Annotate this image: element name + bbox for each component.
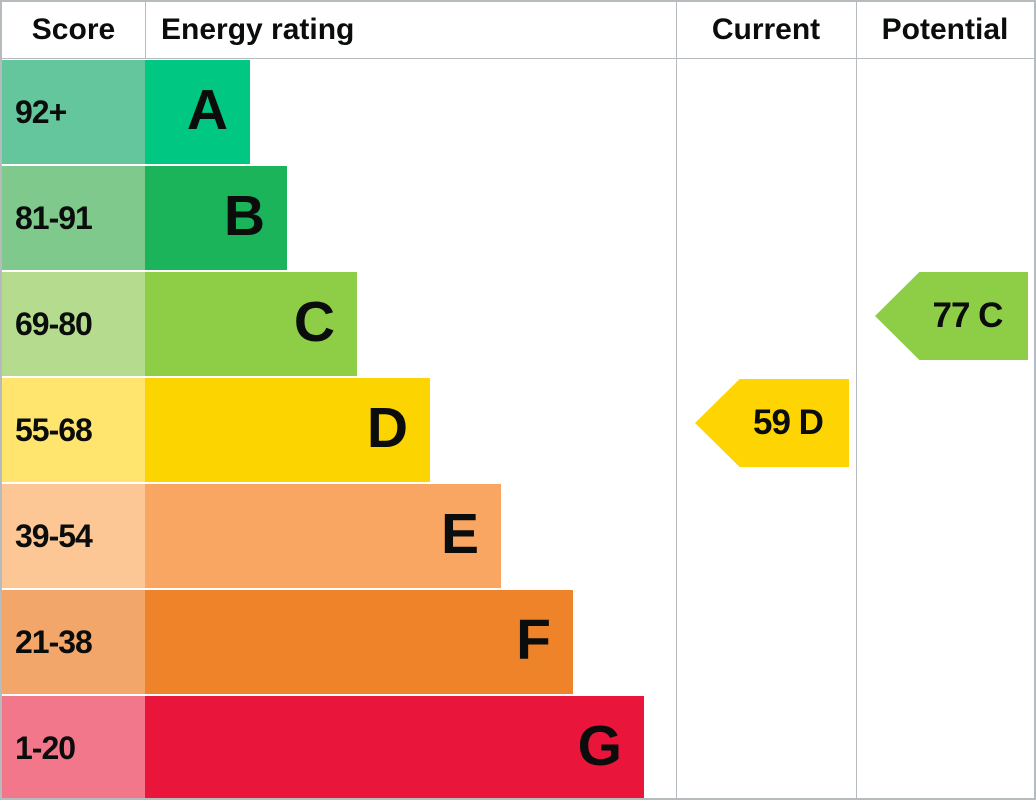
rating-bar-b: B (145, 166, 287, 270)
rating-bar-e: E (145, 484, 501, 588)
column-header-energy-rating: Energy rating (161, 13, 355, 46)
current-rating-label: 59 D (753, 403, 824, 442)
current-column-divider (676, 2, 677, 798)
epc-row-b: 81-91 B (2, 166, 1034, 270)
epc-row-a: 92+ A (2, 60, 1034, 164)
score-range-d: 55-68 (2, 378, 145, 482)
epc-row-d: 55-68 D (2, 378, 1034, 482)
score-range-g: 1-20 (2, 696, 145, 798)
rating-letter-g: G (577, 713, 622, 778)
rating-letter-d: D (366, 395, 408, 460)
score-range-e: 39-54 (2, 484, 145, 588)
potential-rating-label: 77 C (932, 296, 1004, 335)
potential-column-divider (856, 2, 857, 798)
column-header-potential: Potential (881, 13, 1009, 46)
score-range-b: 81-91 (2, 166, 145, 270)
score-column-divider (145, 2, 146, 58)
score-range-c: 69-80 (2, 272, 145, 376)
rating-bar-f: F (145, 590, 573, 694)
column-header-score: Score (31, 13, 116, 46)
header-divider-line (2, 58, 1034, 59)
rating-bar-d: D (145, 378, 430, 482)
rating-letter-b: B (223, 183, 265, 248)
epc-row-e: 39-54 E (2, 484, 1034, 588)
rating-bar-g: G (145, 696, 644, 798)
rating-letter-e: E (440, 501, 479, 566)
rating-letter-f: F (516, 607, 551, 672)
rating-bar-a: A (145, 60, 250, 164)
epc-row-f: 21-38 F (2, 590, 1034, 694)
rating-letter-c: C (293, 289, 335, 354)
score-range-f: 21-38 (2, 590, 145, 694)
score-range-a: 92+ (2, 60, 145, 164)
epc-row-c: 69-80 C (2, 272, 1034, 376)
epc-row-g: 1-20 G (2, 696, 1034, 798)
column-header-current: Current (711, 13, 821, 46)
rating-letter-a: A (186, 77, 228, 142)
rating-bar-c: C (145, 272, 357, 376)
